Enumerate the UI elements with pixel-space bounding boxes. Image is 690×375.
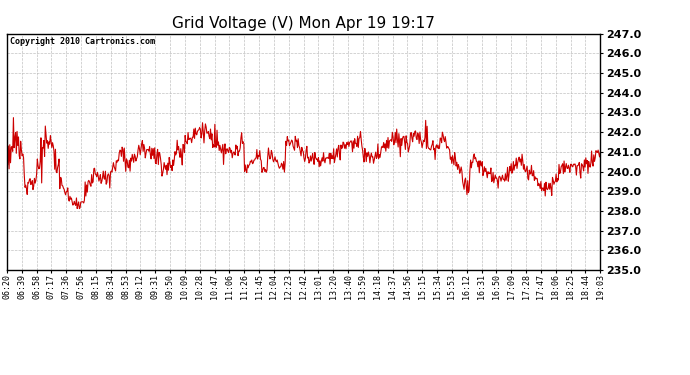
Title: Grid Voltage (V) Mon Apr 19 19:17: Grid Voltage (V) Mon Apr 19 19:17 (172, 16, 435, 31)
Text: Copyright 2010 Cartronics.com: Copyright 2010 Cartronics.com (10, 37, 155, 46)
